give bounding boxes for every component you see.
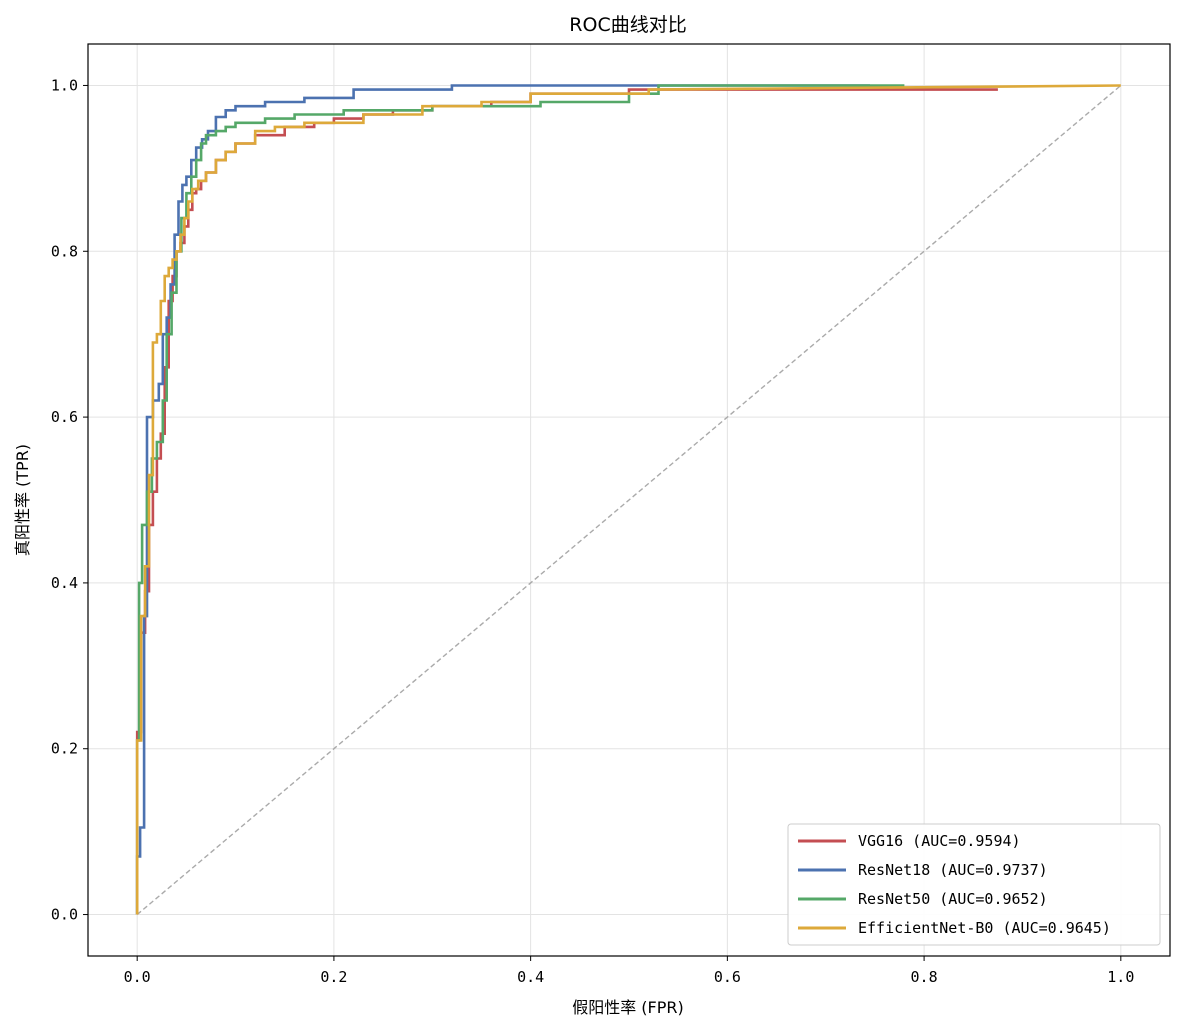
legend-label: ResNet18 (AUC=0.9737) [858, 861, 1048, 879]
legend-label: VGG16 (AUC=0.9594) [858, 832, 1021, 850]
chart-title: ROC曲线对比 [569, 14, 686, 36]
roc-curve-series-1 [135, 84, 870, 915]
x-tick-label: 0.4 [517, 968, 544, 986]
legend-label: ResNet50 (AUC=0.9652) [858, 890, 1048, 908]
grid [88, 44, 1170, 956]
x-axis-title: 假阳性率 (FPR) [572, 998, 684, 1017]
y-axis-ticks: 0.0 0.2 0.4 0.6 0.8 1.0 [51, 76, 88, 924]
plot-frame [87, 43, 1171, 957]
roc-curve-series-3 [135, 84, 1121, 915]
x-tick-label: 0.2 [320, 968, 347, 986]
legend-label: EfficientNet-B0 (AUC=0.9645) [858, 919, 1111, 937]
y-tick-label: 1.0 [51, 76, 78, 94]
legend-box [787, 823, 1161, 946]
y-axis-title: 真阳性率 (TPR) [13, 444, 32, 556]
x-axis-ticks: 0.0 0.2 0.4 0.6 0.8 1.0 [124, 956, 1134, 986]
series-group [135, 84, 1121, 915]
y-tick-label: 0.8 [51, 242, 78, 260]
diagonal-reference-line [136, 84, 1122, 916]
roc-curve-series-2 [135, 84, 905, 915]
y-tick-label: 0.4 [51, 574, 78, 592]
roc-curve-series-0 [135, 88, 998, 915]
x-tick-label: 1.0 [1107, 968, 1134, 986]
x-tick-label: 0.8 [911, 968, 938, 986]
y-tick-label: 0.0 [51, 906, 78, 924]
legend: VGG16 (AUC=0.9594) ResNet18 (AUC=0.9737) R… [787, 823, 1161, 946]
x-tick-label: 0.6 [714, 968, 741, 986]
y-tick-label: 0.6 [51, 408, 78, 426]
x-tick-label: 0.0 [124, 968, 151, 986]
y-tick-label: 0.2 [51, 740, 78, 758]
